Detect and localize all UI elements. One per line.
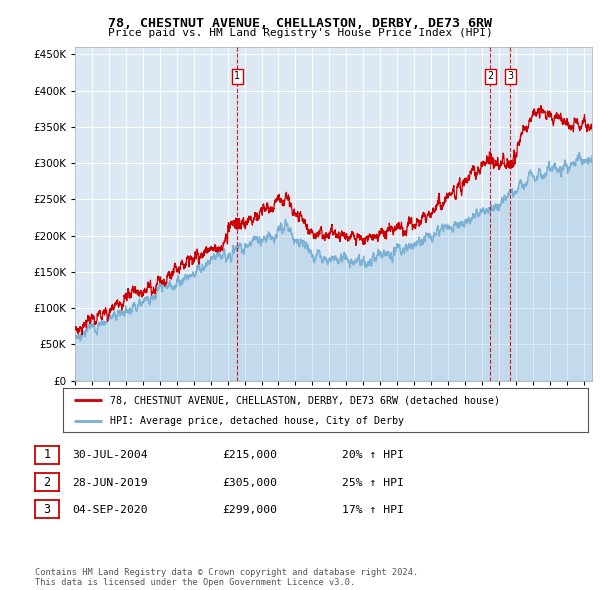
Text: 78, CHESTNUT AVENUE, CHELLASTON, DERBY, DE73 6RW: 78, CHESTNUT AVENUE, CHELLASTON, DERBY, … bbox=[108, 17, 492, 30]
Text: 2: 2 bbox=[43, 476, 50, 489]
Text: 20% ↑ HPI: 20% ↑ HPI bbox=[342, 451, 404, 460]
Text: 78, CHESTNUT AVENUE, CHELLASTON, DERBY, DE73 6RW (detached house): 78, CHESTNUT AVENUE, CHELLASTON, DERBY, … bbox=[110, 395, 500, 405]
Text: Contains HM Land Registry data © Crown copyright and database right 2024.
This d: Contains HM Land Registry data © Crown c… bbox=[35, 568, 418, 587]
Text: 3: 3 bbox=[43, 503, 50, 516]
Text: 17% ↑ HPI: 17% ↑ HPI bbox=[342, 505, 404, 514]
Text: 1: 1 bbox=[43, 448, 50, 461]
Text: £215,000: £215,000 bbox=[222, 451, 277, 460]
Text: 30-JUL-2004: 30-JUL-2004 bbox=[72, 451, 148, 460]
Text: Price paid vs. HM Land Registry's House Price Index (HPI): Price paid vs. HM Land Registry's House … bbox=[107, 28, 493, 38]
Text: 28-JUN-2019: 28-JUN-2019 bbox=[72, 478, 148, 487]
Text: 04-SEP-2020: 04-SEP-2020 bbox=[72, 505, 148, 514]
Text: £305,000: £305,000 bbox=[222, 478, 277, 487]
Text: 3: 3 bbox=[507, 71, 514, 81]
Text: 25% ↑ HPI: 25% ↑ HPI bbox=[342, 478, 404, 487]
Text: 2: 2 bbox=[487, 71, 493, 81]
Text: £299,000: £299,000 bbox=[222, 505, 277, 514]
Text: HPI: Average price, detached house, City of Derby: HPI: Average price, detached house, City… bbox=[110, 416, 404, 426]
Text: 1: 1 bbox=[234, 71, 241, 81]
